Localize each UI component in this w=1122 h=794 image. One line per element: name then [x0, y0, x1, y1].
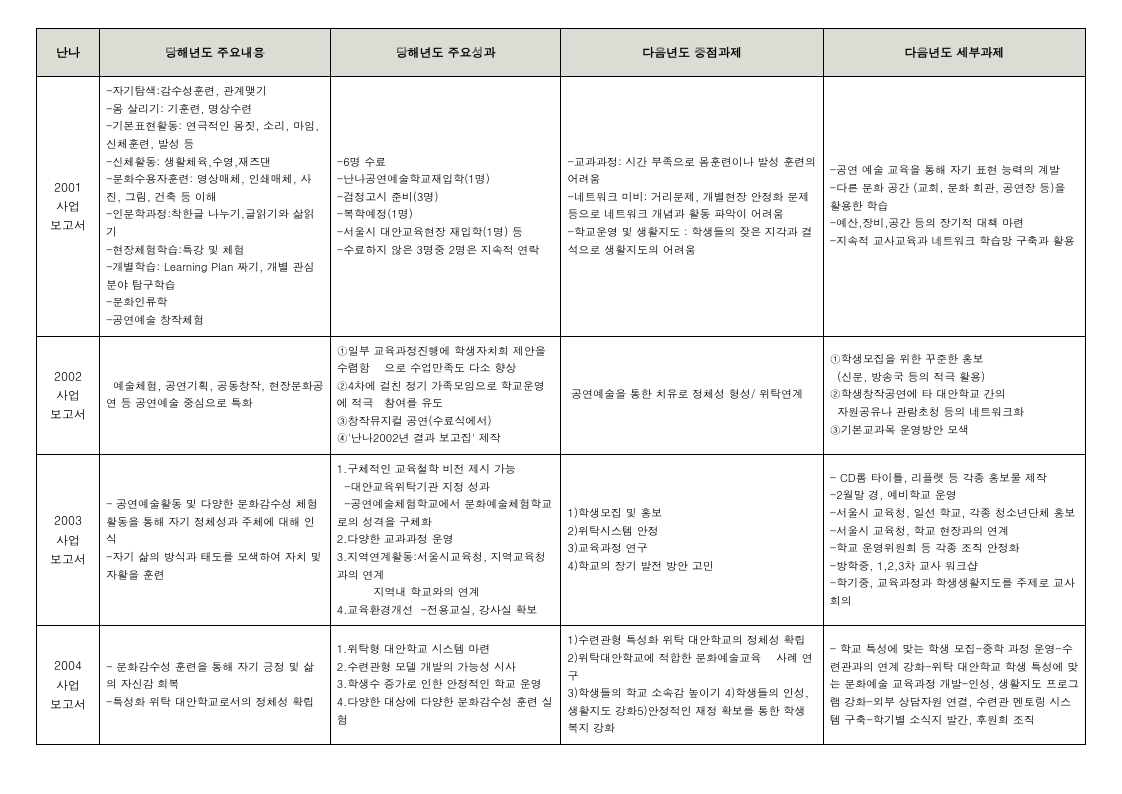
table-row: 2003 사업 보고서 - 공연예술활동 및 다양한 문화감수성 체험활동을 통…	[37, 455, 1086, 626]
table-row: 2004 사업 보고서 - 문화감수성 훈련을 통해 자기 긍정 및 삶의 자신…	[37, 626, 1086, 745]
cell-main-content: 예술체험, 공연기획, 공동창작, 현장문화공연 등 공연예술 중심으로 특화	[99, 336, 330, 455]
cell-next-detail: ①학생모집을 위한 꾸준한 홍보 (신문, 방송국 등의 적극 활용) ②학생창…	[823, 336, 1085, 455]
cell-next-focus: 공연예술을 통한 치유로 정체성 형성/ 위탁연계	[561, 336, 823, 455]
col-header-3: 다음년도 중점과제	[561, 29, 823, 77]
cell-next-detail: - CD롬 타이틀, 리플렛 등 각종 홍보물 제작 -2월말 경, 예비학교 …	[823, 455, 1085, 626]
header-row: 난나 당해년도 주요내용 당해년도 주요성과 다음년도 중점과제 다음년도 세부…	[37, 29, 1086, 77]
row-label: 2001 사업 보고서	[37, 77, 100, 336]
col-header-2: 당해년도 주요성과	[330, 29, 561, 77]
col-header-4: 다음년도 세부과제	[823, 29, 1085, 77]
cell-next-focus: 1)학생모집 및 홍보 2)위탁시스템 안정 3)교육과정 연구 4)학교의 장…	[561, 455, 823, 626]
report-table: 난나 당해년도 주요내용 당해년도 주요성과 다음년도 중점과제 다음년도 세부…	[36, 28, 1086, 745]
cell-next-focus: 1)수련관형 특성화 위탁 대안학교의 정체성 확립 2)위탁대안학교에 적합한…	[561, 626, 823, 745]
table-row: 2002 사업 보고서 예술체험, 공연기획, 공동창작, 현장문화공연 등 공…	[37, 336, 1086, 455]
cell-next-detail: - 학교 특성에 맞는 학생 모집-중학 과정 운영-수련관과의 연계 강화-위…	[823, 626, 1085, 745]
table-row: 2001 사업 보고서 -자기탐색:감수성훈련, 관계맺기 -몸 살리기: 기훈…	[37, 77, 1086, 336]
col-header-1: 당해년도 주요내용	[99, 29, 330, 77]
cell-main-result: ①일부 교육과정진행에 학생자치회 제안을 수렴함 으로 수업만족도 다소 향상…	[330, 336, 561, 455]
col-header-0: 난나	[37, 29, 100, 77]
cell-main-content: -자기탐색:감수성훈련, 관계맺기 -몸 살리기: 기훈련, 명상수련 -기본표…	[99, 77, 330, 336]
cell-main-content: - 공연예술활동 및 다양한 문화감수성 체험활동을 통해 자기 정체성과 주체…	[99, 455, 330, 626]
cell-next-focus: -교과과정: 시간 부족으로 몸훈련이나 발성 훈련의 어려움 -네트워크 미비…	[561, 77, 823, 336]
row-label: 2004 사업 보고서	[37, 626, 100, 745]
row-label: 2002 사업 보고서	[37, 336, 100, 455]
cell-main-content: - 문화감수성 훈련을 통해 자기 긍정 및 삶의 자신감 회복 -특성화 위탁…	[99, 626, 330, 745]
cell-main-result: 1.위탁형 대안학교 시스템 마련 2.수련관형 모델 개발의 가능성 시사 3…	[330, 626, 561, 745]
cell-main-result: -6명 수료 -난나공연예술학교재입학(1명) -검정고시 준비(3명) -복학…	[330, 77, 561, 336]
cell-main-result: 1.구체적인 교육철학 비전 제시 가능 -대안교육위탁기관 지정 성과 -공연…	[330, 455, 561, 626]
cell-next-detail: -공연 예술 교육을 통해 자기 표현 능력의 계발 -다른 문화 공간 (교회…	[823, 77, 1085, 336]
row-label: 2003 사업 보고서	[37, 455, 100, 626]
